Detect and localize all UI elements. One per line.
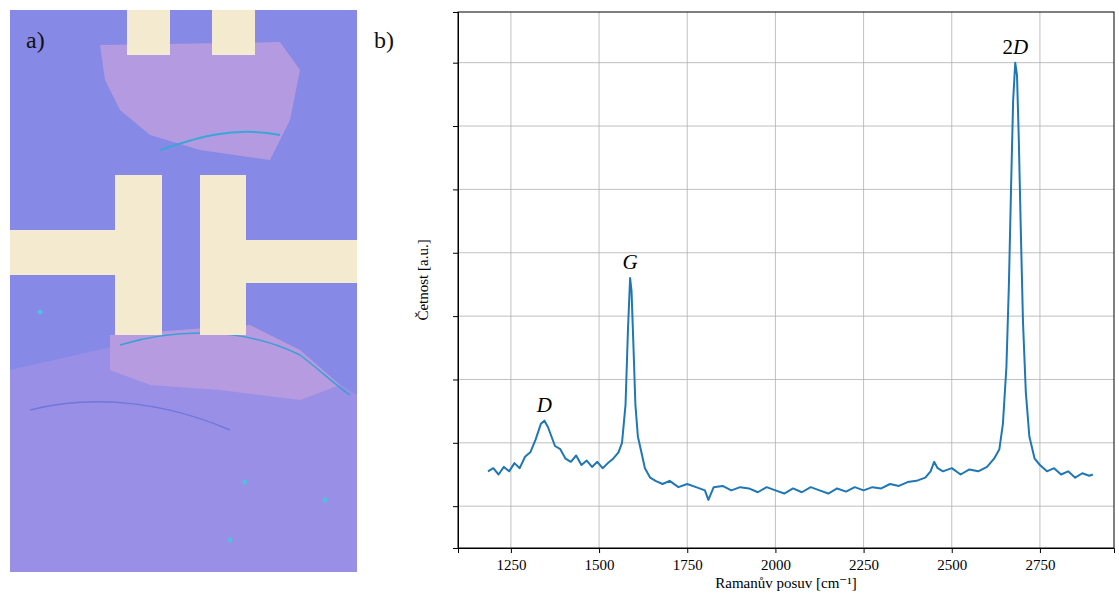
grid-line-y (458, 252, 1114, 253)
plot-area (488, 63, 1093, 500)
flake-bottom-edge2 (30, 402, 230, 430)
micrograph (10, 10, 357, 572)
y-tick (453, 443, 458, 444)
speck-0 (38, 310, 43, 315)
x-axis-title: Ramanův posuv [cm⁻¹] (715, 575, 857, 591)
grid-line-y (458, 126, 1114, 127)
y-tick (453, 316, 458, 317)
peak-label: G (623, 250, 638, 274)
grid-line-y (458, 316, 1114, 317)
x-tick-mark (511, 548, 512, 553)
grid-line-x (863, 12, 864, 548)
x-tick-mark (775, 548, 776, 553)
x-tick: 1500 (585, 548, 615, 573)
x-tick: 2250 (849, 548, 879, 573)
grid-line-x (687, 12, 688, 548)
speck-2 (228, 538, 233, 543)
micrograph-content (10, 10, 357, 572)
x-tick-label: 2000 (761, 557, 791, 573)
y-tick (453, 379, 458, 380)
x-tick: 2500 (937, 548, 967, 573)
speck-1 (323, 498, 328, 503)
x-tick-label: 1500 (585, 557, 615, 573)
grid-line-x (599, 12, 600, 548)
peak-label-part: D (536, 393, 552, 417)
electrode-2 (115, 175, 162, 335)
electrode-4 (200, 175, 246, 335)
x-tick-mark (952, 548, 953, 553)
peak-label-part: D (1012, 35, 1028, 59)
y-tick (453, 126, 458, 127)
x-tick-label: 2250 (849, 557, 879, 573)
figure: a) b) 1250 1500 1750 2000 2250 2500 2750 Ramanův … (0, 0, 1119, 596)
flake-top-edge (160, 132, 280, 150)
x-axis-line (459, 549, 1115, 554)
electrode-5 (246, 240, 357, 283)
y-tick-mark (453, 506, 458, 507)
x-tick: 1250 (496, 548, 526, 573)
y-tick (453, 506, 458, 507)
flake-bottom-edge (120, 333, 350, 395)
peak-label-part: G (623, 250, 638, 274)
x-tick-mark (687, 548, 688, 553)
panel-label: a) (26, 27, 45, 53)
electrode-3 (10, 230, 115, 275)
y-tick (453, 63, 458, 64)
substrate (10, 10, 357, 572)
panel-label: b) (374, 27, 394, 53)
x-tick-label: 2750 (1025, 557, 1055, 573)
grid-line-y (458, 189, 1114, 190)
y-tick-mark (453, 126, 458, 127)
flake-top (100, 42, 300, 160)
spectrum-line (488, 63, 1093, 500)
chart: 1250 1500 1750 2000 2250 2500 2750 Ramanův posu… (415, 12, 1115, 591)
peak-label: D (536, 393, 552, 417)
grid (458, 12, 1114, 548)
peak-label: 2D (1002, 35, 1028, 59)
grid-line-y (458, 379, 1114, 380)
annotations: DG2D (536, 35, 1028, 417)
x-tick: 2750 (1025, 548, 1055, 573)
y-tick-mark (453, 443, 458, 444)
y-axis-title: Četnost [a.u.] (415, 239, 431, 320)
x-axis: 1250 1500 1750 2000 2250 2500 2750 (459, 548, 1115, 573)
x-tick: 1750 (673, 548, 703, 573)
speck-3 (243, 480, 248, 485)
plot-frame (458, 12, 1114, 548)
x-tick-mark (864, 548, 865, 553)
peak-label-part: 2 (1002, 35, 1013, 59)
y-tick-mark (453, 189, 458, 190)
y-axis (453, 13, 459, 549)
x-tick-mark (599, 548, 600, 553)
x-tick-mark (1040, 548, 1041, 553)
y-tick-mark (453, 316, 458, 317)
y-tick (453, 253, 458, 254)
electrode-1 (212, 10, 255, 55)
x-tick-label: 2500 (937, 557, 967, 573)
x-tick-label: 1250 (496, 557, 526, 573)
grid-line-y (458, 506, 1114, 507)
grid-line-y (458, 442, 1114, 443)
y-axis-line (453, 13, 459, 549)
flake-bottom-light (110, 325, 340, 400)
y-tick-mark (453, 253, 458, 254)
x-tick: 2000 (761, 548, 791, 573)
y-tick-mark (453, 379, 458, 380)
grid-line-x (1039, 12, 1040, 548)
grid-line-x (775, 12, 776, 548)
electrode-0 (127, 10, 170, 55)
y-tick-mark (453, 63, 458, 64)
x-tick-label: 1750 (673, 557, 703, 573)
y-tick (453, 189, 458, 190)
